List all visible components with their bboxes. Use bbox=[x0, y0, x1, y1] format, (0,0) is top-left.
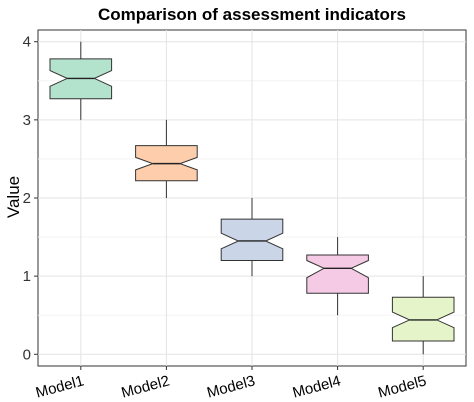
y-tick-label: 3 bbox=[23, 112, 31, 129]
y-tick-label: 4 bbox=[23, 34, 31, 51]
y-tick-label: 1 bbox=[23, 268, 31, 285]
box-model1 bbox=[49, 41, 113, 120]
x-tick-label: Model3 bbox=[205, 372, 257, 401]
y-tick-label: 0 bbox=[23, 346, 31, 363]
x-tick-label: Model4 bbox=[291, 372, 343, 401]
chart-title: Comparison of assessment indicators bbox=[98, 5, 406, 24]
y-axis-label: Value bbox=[4, 176, 23, 218]
box-body bbox=[220, 218, 284, 261]
x-axis-ticks: Model1 Model2 Model3 Model4 Model5 bbox=[34, 366, 428, 402]
y-tick-label: 2 bbox=[23, 190, 31, 207]
x-tick-label: Model1 bbox=[34, 372, 86, 401]
y-axis-ticks: 0 1 2 3 4 bbox=[23, 34, 38, 363]
box-model3 bbox=[220, 198, 284, 277]
box-body bbox=[391, 296, 455, 342]
boxes-group bbox=[49, 41, 455, 355]
box-model4 bbox=[306, 237, 369, 316]
box-model2 bbox=[135, 119, 198, 198]
box-model5 bbox=[391, 276, 455, 355]
box-body bbox=[306, 254, 369, 294]
x-tick-label: Model2 bbox=[120, 372, 172, 401]
x-tick-label: Model5 bbox=[376, 372, 428, 401]
